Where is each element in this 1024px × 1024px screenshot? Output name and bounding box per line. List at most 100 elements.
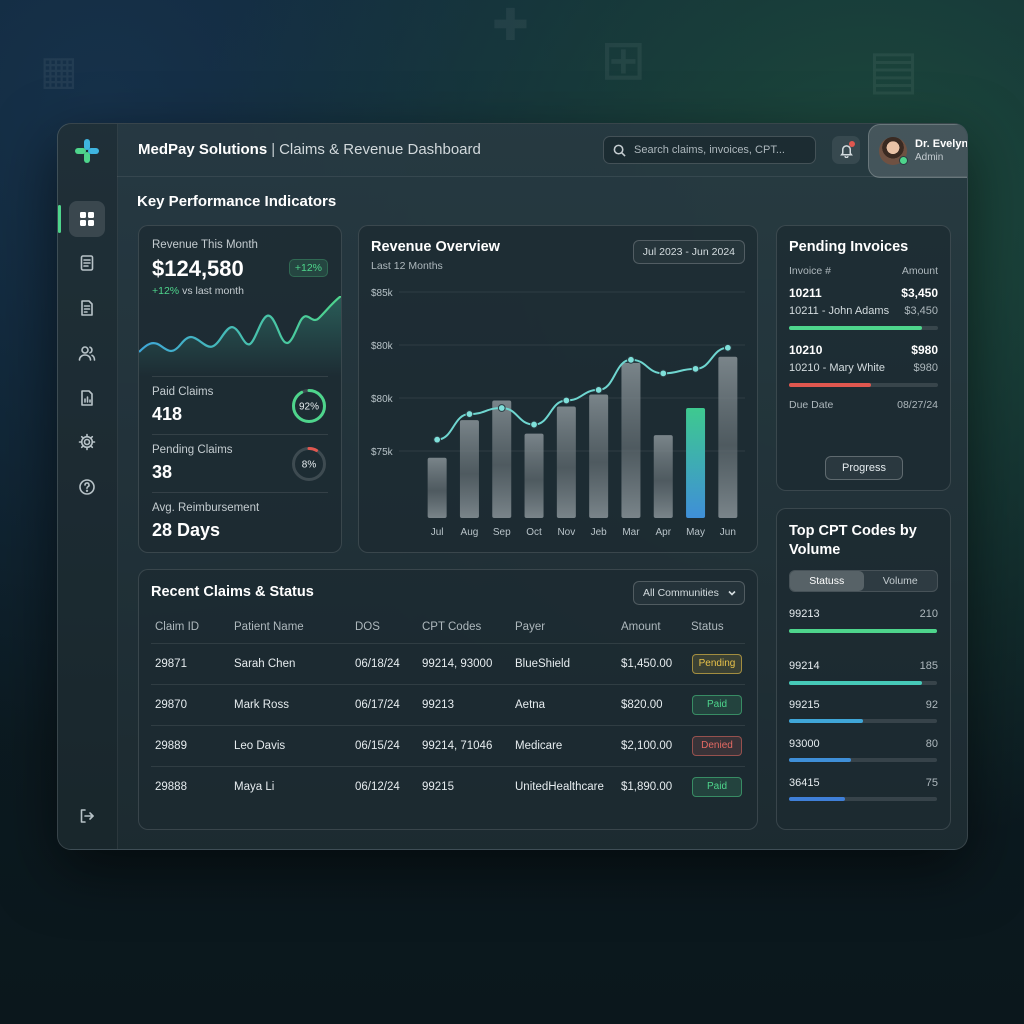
avg-reimbursement-value: 28 Days [152, 520, 221, 540]
pending-invoices-title: Pending Invoices [789, 239, 909, 255]
user-profile-menu[interactable]: Dr. Evelyn Reed Admin [868, 124, 968, 178]
trend-point[interactable] [562, 396, 571, 405]
users-icon [78, 346, 96, 361]
y-tick-label: $80k [371, 394, 394, 405]
cpt-volume-fill [789, 797, 846, 801]
cpt-volume-fill [789, 758, 852, 762]
invoice-detail: 10211 - John Adams [789, 305, 890, 317]
title-separator: | [271, 141, 276, 158]
x-tick-label: Apr [655, 527, 671, 538]
invoice-number[interactable]: 10211 [789, 286, 822, 300]
revenue-bar[interactable] [459, 420, 479, 518]
tab-volume[interactable]: Volume [882, 575, 918, 587]
paid-claims-label: Paid Claims [152, 386, 214, 398]
revenue-bar[interactable] [492, 400, 512, 518]
user-name: Dr. Evelyn Reed [915, 138, 968, 150]
trend-point[interactable] [433, 435, 442, 444]
revenue-bar[interactable] [653, 435, 673, 518]
invoice-progress-bar [789, 326, 938, 330]
revenue-bar[interactable] [589, 394, 609, 518]
trend-point[interactable] [723, 343, 732, 352]
revenue-delta: +12% vs last month [152, 285, 244, 297]
trend-point[interactable] [627, 355, 635, 364]
sidebar-item-logout[interactable] [69, 798, 105, 834]
recent-claims-card: Recent Claims & Status All Communities C… [138, 569, 758, 830]
kpi-divider [152, 434, 328, 435]
payer-cell: Aetna [515, 699, 546, 711]
revenue-bar[interactable] [621, 362, 641, 518]
sidebar-item-patients[interactable] [69, 335, 105, 371]
column-header-amount[interactable]: Amount [621, 621, 661, 633]
status-badge: Denied [692, 736, 742, 756]
cpt-volume-bar [789, 681, 937, 685]
cpt-volume-fill [789, 681, 923, 685]
x-tick-label: Mar [622, 527, 640, 538]
column-header-patient-name[interactable]: Patient Name [234, 621, 304, 633]
trend-point[interactable] [691, 364, 700, 373]
due-date-label: Due Date [789, 399, 834, 411]
dashboard-window: MedPay Solutions | Claims & Revenue Dashbo… [57, 123, 968, 850]
revenue-bar[interactable] [524, 433, 544, 518]
sidebar-item-help[interactable] [69, 469, 105, 505]
revenue-trend-line [436, 346, 728, 441]
due-date-value: 08/27/24 [897, 399, 938, 411]
column-header-payer[interactable]: Payer [515, 621, 546, 633]
revenue-chart: $85k $80k $80k $75k Jul Aug Sep Oct Nov Jeb Mar Ap… [371, 288, 745, 538]
x-tick-label: May [686, 527, 705, 538]
table-row[interactable]: 29889 Leo Davis 06/15/24 99214, 71046 Me… [151, 725, 745, 767]
cpt-codes-cell: 99214, 93000 [422, 658, 493, 670]
search-box[interactable] [603, 136, 816, 164]
cpt-volume-fill [789, 719, 863, 723]
invoice-amount: $980 [911, 343, 938, 357]
table-row[interactable]: 29888 Maya Li 06/12/24 99215 UnitedHealt… [151, 766, 745, 808]
sidebar-item-reports[interactable] [69, 380, 105, 416]
notifications-button[interactable] [832, 136, 860, 164]
table-row[interactable]: 29871 Sarah Chen 06/18/24 99214, 93000 B… [151, 643, 745, 685]
x-tick-label: Sep [493, 527, 511, 538]
sidebar-item-settings[interactable] [69, 424, 105, 460]
communities-filter-dropdown[interactable]: All Communities [633, 581, 745, 605]
date-range-picker[interactable]: Jul 2023 - Jun 2024 [632, 240, 745, 264]
revenue-bar[interactable] [686, 408, 706, 518]
column-header-claim-id[interactable]: Claim ID [155, 621, 200, 633]
table-row[interactable]: 29870 Mark Ross 06/17/24 99213 Aetna $82… [151, 684, 745, 726]
cpt-codes-cell: 99213 [422, 699, 454, 711]
trend-point[interactable] [530, 420, 538, 429]
invoice-number[interactable]: 10210 [789, 343, 823, 357]
pending-invoices-card: Pending Invoices Invoice # Amount 10211 … [776, 225, 951, 491]
column-header-dos[interactable]: DOS [355, 621, 380, 633]
cpt-count: 210 [919, 608, 938, 620]
status-badge: Paid [692, 777, 742, 797]
cpt-codes-cell: 99215 [422, 781, 454, 793]
revenue-bar[interactable] [427, 457, 447, 518]
progress-button[interactable]: Progress [825, 456, 903, 480]
sidebar-item-documents[interactable] [69, 245, 105, 281]
revenue-bar[interactable] [718, 356, 738, 518]
pending-claims-value: 38 [152, 462, 173, 482]
cpt-count: 92 [925, 699, 938, 711]
search-input[interactable] [632, 143, 811, 157]
revenue-change-badge: +12% [288, 259, 328, 277]
x-tick-label: Jeb [591, 527, 608, 538]
sidebar-item-dashboard[interactable] [58, 201, 105, 237]
payer-cell: UnitedHealthcare [515, 781, 604, 793]
user-role: Admin [915, 152, 944, 163]
topbar: MedPay Solutions | Claims & Revenue Dashbo… [117, 124, 968, 178]
dos-cell: 06/18/24 [355, 658, 400, 670]
invoice-detail-amount: $3,450 [904, 305, 938, 317]
amount-column-header: Amount [901, 265, 938, 277]
cpt-view-toggle: Statuss Volume [789, 570, 938, 592]
column-header-cpt-codes[interactable]: CPT Codes [422, 621, 482, 633]
sidebar-item-claims[interactable] [69, 290, 105, 326]
trend-point[interactable] [497, 404, 506, 412]
tab-status[interactable]: Statuss [790, 571, 864, 591]
document-icon [80, 255, 94, 271]
invoice-column-header: Invoice # [789, 265, 832, 277]
column-header-status[interactable]: Status [691, 621, 724, 633]
revenue-bar[interactable] [556, 406, 576, 518]
invoice-detail-amount: $980 [913, 362, 938, 374]
trend-point[interactable] [465, 410, 474, 418]
trend-point[interactable] [659, 369, 668, 378]
trend-point[interactable] [594, 386, 603, 394]
claim-id-cell: 29871 [155, 658, 187, 670]
